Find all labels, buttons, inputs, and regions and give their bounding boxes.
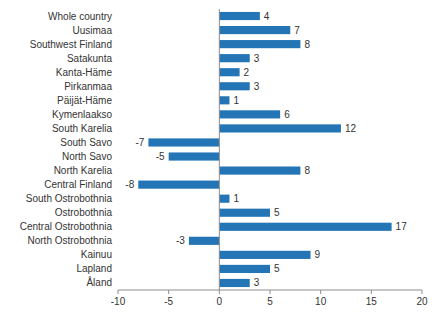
category-label: Kainuu bbox=[81, 249, 112, 260]
data-label: -7 bbox=[135, 137, 144, 148]
category-label: South Savo bbox=[60, 137, 112, 148]
category-label: Lapland bbox=[76, 263, 112, 274]
data-label: 1 bbox=[233, 193, 239, 204]
category-label: Central Ostrobothnia bbox=[20, 221, 113, 232]
x-tick bbox=[219, 290, 220, 294]
data-label: -3 bbox=[176, 235, 185, 246]
data-label: 3 bbox=[254, 277, 260, 288]
category-label: Central Finland bbox=[44, 179, 112, 190]
bar bbox=[219, 279, 249, 287]
bar bbox=[219, 110, 280, 118]
bar bbox=[219, 54, 249, 62]
bar bbox=[219, 195, 229, 203]
category-label: Päijät-Häme bbox=[57, 95, 112, 106]
category-label: North Savo bbox=[62, 151, 112, 162]
bar bbox=[169, 152, 220, 160]
bar bbox=[219, 82, 249, 90]
x-tick bbox=[168, 290, 169, 294]
bar bbox=[219, 12, 260, 20]
data-label: 12 bbox=[345, 123, 357, 134]
data-label: 2 bbox=[244, 67, 250, 78]
x-tick-label: 10 bbox=[315, 296, 327, 307]
bar bbox=[219, 26, 290, 34]
x-tick bbox=[371, 290, 372, 294]
bar bbox=[189, 237, 219, 245]
data-label: 9 bbox=[315, 249, 321, 260]
bar bbox=[219, 265, 270, 273]
data-label: 3 bbox=[254, 81, 260, 92]
bar bbox=[219, 68, 239, 76]
data-label: 3 bbox=[254, 53, 260, 64]
x-tick bbox=[270, 290, 271, 294]
bar bbox=[219, 124, 341, 132]
category-label: North Ostrobothnia bbox=[28, 235, 113, 246]
category-label: South Karelia bbox=[52, 123, 112, 134]
data-label: 8 bbox=[304, 39, 310, 50]
data-label: -5 bbox=[156, 151, 165, 162]
data-label: 4 bbox=[264, 11, 270, 22]
bar bbox=[219, 209, 270, 217]
bar bbox=[219, 251, 310, 259]
data-label: 7 bbox=[294, 25, 300, 36]
category-label: Southwest Finland bbox=[30, 39, 112, 50]
x-tick bbox=[320, 290, 321, 294]
data-label: 5 bbox=[274, 207, 280, 218]
chart-container: -10-505101520Whole countryUusimaaSouthwe… bbox=[0, 0, 442, 317]
data-label: 6 bbox=[284, 109, 290, 120]
data-label: 17 bbox=[396, 221, 408, 232]
data-label: 1 bbox=[233, 95, 239, 106]
zero-line bbox=[219, 9, 220, 290]
category-label: Kanta-Häme bbox=[56, 67, 113, 78]
x-tick bbox=[118, 290, 119, 294]
bar bbox=[219, 223, 391, 231]
x-tick bbox=[422, 290, 423, 294]
category-label: Uusimaa bbox=[73, 25, 113, 36]
chart-svg: -10-505101520Whole countryUusimaaSouthwe… bbox=[0, 0, 442, 317]
data-label: -8 bbox=[125, 179, 134, 190]
bar bbox=[219, 96, 229, 104]
x-tick-label: -10 bbox=[111, 296, 126, 307]
x-tick-label: 15 bbox=[366, 296, 378, 307]
category-label: Pirkanmaa bbox=[64, 81, 112, 92]
data-label: 5 bbox=[274, 263, 280, 274]
category-label: Ostrobothnia bbox=[55, 207, 113, 218]
category-label: Whole country bbox=[48, 11, 112, 22]
bar bbox=[219, 40, 300, 48]
x-tick-label: 5 bbox=[267, 296, 273, 307]
data-label: 8 bbox=[304, 165, 310, 176]
bar bbox=[148, 138, 219, 146]
x-tick-label: 0 bbox=[217, 296, 223, 307]
category-label: South Ostrobothnia bbox=[26, 193, 113, 204]
x-tick-label: 20 bbox=[416, 296, 428, 307]
bar bbox=[219, 167, 300, 175]
category-label: North Karelia bbox=[54, 165, 113, 176]
category-label: Satakunta bbox=[67, 53, 112, 64]
x-tick-label: -5 bbox=[164, 296, 173, 307]
bars bbox=[138, 12, 391, 287]
category-label: Kymenlaakso bbox=[52, 109, 112, 120]
category-label: Åland bbox=[86, 276, 112, 288]
bar bbox=[138, 181, 219, 189]
